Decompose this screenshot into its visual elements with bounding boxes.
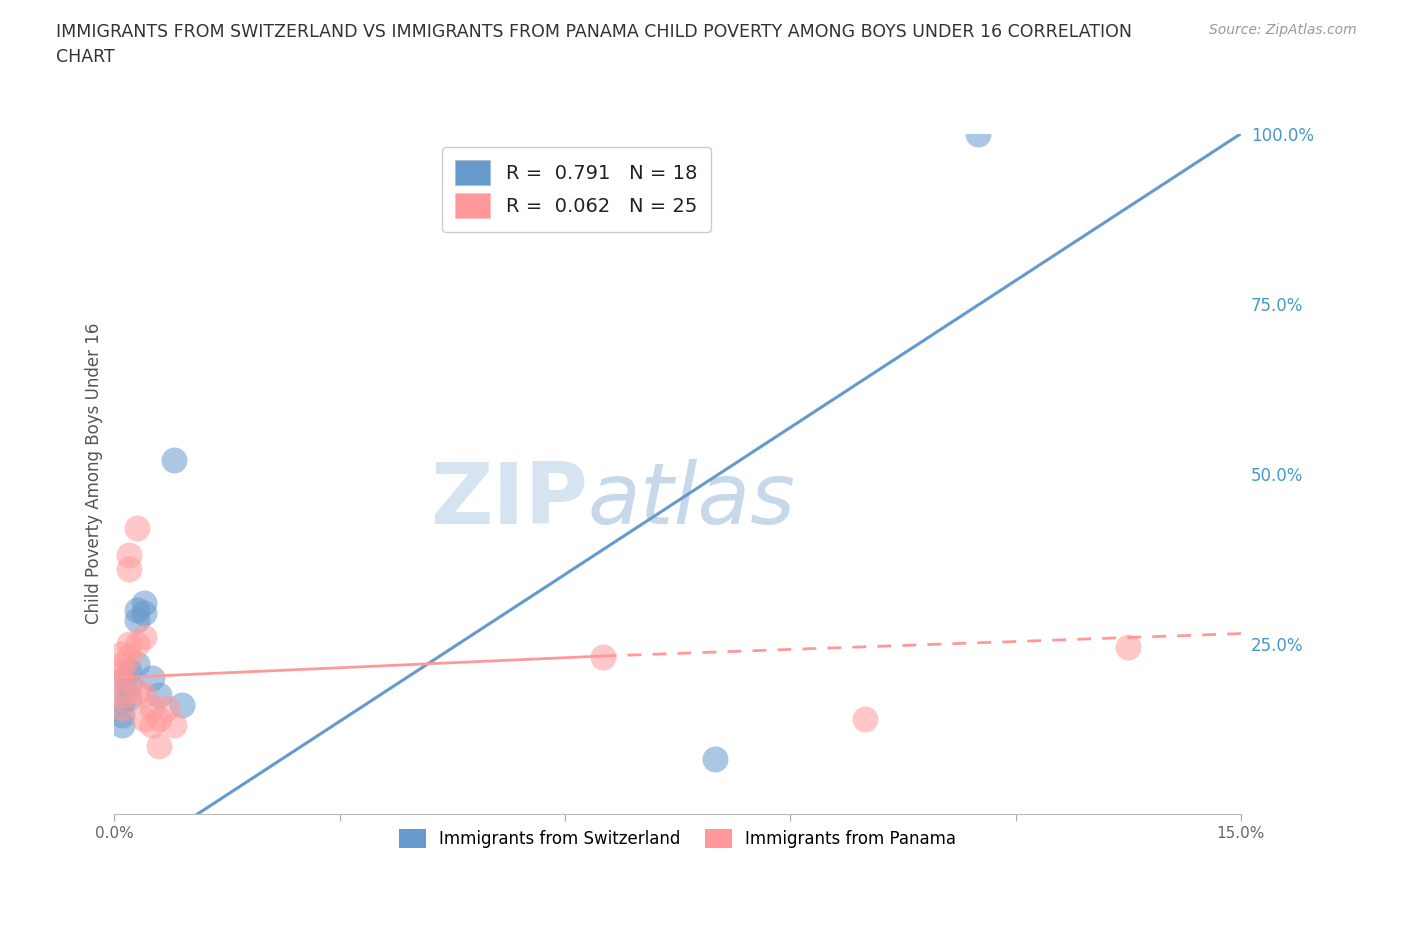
Point	[134, 630, 156, 644]
Point	[118, 548, 141, 563]
Point	[592, 650, 614, 665]
Point	[1116, 640, 1139, 655]
Point	[118, 663, 141, 678]
Point	[118, 691, 141, 706]
Point	[141, 701, 163, 716]
Point	[118, 562, 141, 577]
Point	[163, 718, 186, 733]
Point	[134, 605, 156, 620]
Point	[148, 687, 170, 702]
Point	[111, 694, 134, 709]
Point	[111, 673, 134, 688]
Legend: Immigrants from Switzerland, Immigrants from Panama: Immigrants from Switzerland, Immigrants …	[391, 820, 965, 857]
Point	[134, 595, 156, 610]
Point	[118, 677, 141, 692]
Point	[148, 711, 170, 726]
Text: atlas: atlas	[588, 459, 796, 542]
Point	[118, 650, 141, 665]
Point	[111, 718, 134, 733]
Point	[141, 671, 163, 685]
Point	[111, 687, 134, 702]
Point	[141, 718, 163, 733]
Point	[125, 636, 148, 651]
Point	[125, 684, 148, 698]
Point	[118, 636, 141, 651]
Point	[125, 613, 148, 628]
Point	[855, 711, 877, 726]
Point	[111, 657, 134, 671]
Point	[134, 687, 156, 702]
Point	[111, 663, 134, 678]
Point	[134, 711, 156, 726]
Point	[111, 646, 134, 661]
Point	[111, 673, 134, 688]
Y-axis label: Child Poverty Among Boys Under 16: Child Poverty Among Boys Under 16	[86, 323, 103, 624]
Text: Source: ZipAtlas.com: Source: ZipAtlas.com	[1209, 23, 1357, 37]
Point	[111, 701, 134, 716]
Point	[704, 752, 727, 767]
Text: IMMIGRANTS FROM SWITZERLAND VS IMMIGRANTS FROM PANAMA CHILD POVERTY AMONG BOYS U: IMMIGRANTS FROM SWITZERLAND VS IMMIGRANT…	[56, 23, 1132, 66]
Point	[170, 698, 193, 712]
Point	[148, 738, 170, 753]
Point	[967, 126, 990, 141]
Point	[125, 603, 148, 618]
Point	[125, 657, 148, 671]
Point	[163, 453, 186, 468]
Point	[125, 521, 148, 536]
Point	[156, 701, 179, 716]
Point	[111, 708, 134, 723]
Text: ZIP: ZIP	[430, 459, 588, 542]
